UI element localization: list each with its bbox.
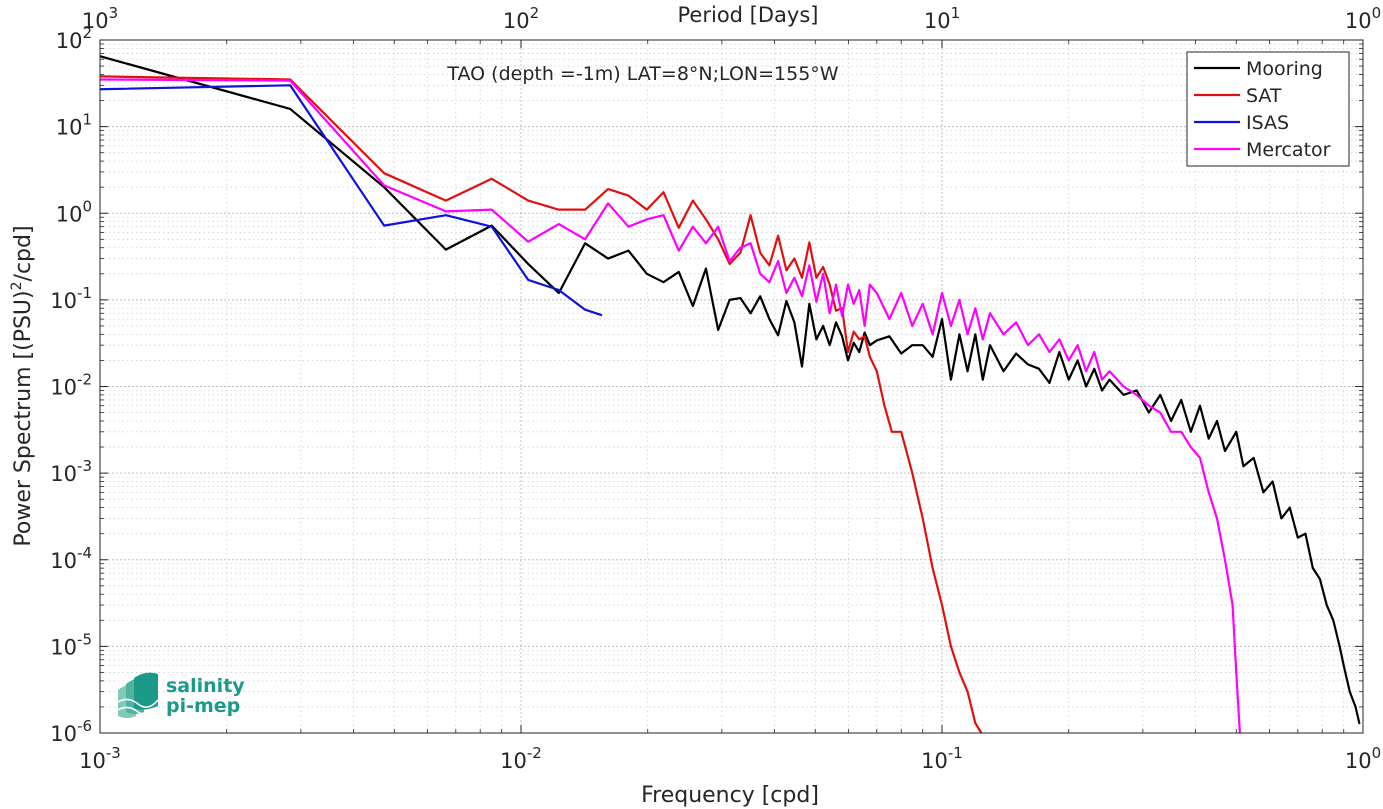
y-tick-base: 10 — [50, 549, 77, 573]
legend: Mooring SAT ISAS Mercator — [1186, 51, 1350, 167]
x-tick-exp: -3 — [106, 744, 121, 762]
axis-ticks — [99, 39, 1364, 734]
y-axis-label-main: Power Spectrum [(PSU) — [11, 290, 36, 546]
top-tick-label: 102 — [503, 4, 539, 33]
top-axis-label: Period [Days] — [678, 3, 819, 27]
y-tick-label: 100 — [56, 197, 92, 226]
y-tick-label: 10-6 — [50, 717, 92, 746]
top-tick-exp: 2 — [530, 4, 540, 22]
top-tick-label: 103 — [82, 4, 118, 33]
series-line-mooring — [100, 55, 1361, 725]
top-tick-base: 10 — [82, 9, 109, 33]
y-axis-label: Power Spectrum [(PSU)2/cpd] — [9, 225, 36, 546]
wave-logo-icon — [117, 672, 159, 718]
x-axis-label: Frequency [cpd] — [641, 783, 819, 808]
logo-text-line1: salinity — [166, 675, 245, 697]
top-tick-base: 10 — [924, 9, 951, 33]
legend-label-sat: SAT — [1246, 85, 1282, 107]
y-tick-base: 10 — [50, 462, 77, 486]
y-tick-base: 10 — [50, 376, 77, 400]
x-tick-exp: -1 — [948, 744, 963, 762]
y-axis-label-tail: /cpd] — [11, 225, 36, 281]
chart-title: TAO (depth =-1m) LAT=8°N;LON=155°W — [446, 63, 838, 85]
legend-items: Mooring SAT ISAS Mercator — [1194, 58, 1331, 161]
top-tick-exp: 0 — [1372, 4, 1382, 22]
legend-label-isas: ISAS — [1246, 112, 1289, 134]
top-tick-base: 10 — [1345, 9, 1372, 33]
y-tick-exp: -4 — [77, 544, 92, 562]
y-tick-base: 10 — [56, 202, 83, 226]
series-line-sat — [100, 75, 983, 733]
legend-label-mooring: Mooring — [1246, 58, 1323, 80]
y-tick-label: 10-1 — [50, 284, 92, 313]
y-tick-exp: -1 — [77, 284, 92, 302]
top-tick-exp: 3 — [109, 4, 119, 22]
x-tick-exp: -2 — [527, 744, 542, 762]
top-tick-exp: 1 — [951, 4, 961, 22]
y-tick-label: 10-3 — [50, 457, 92, 486]
y-tick-exp: -5 — [77, 630, 92, 648]
y-axis-label-sup: 2 — [9, 281, 25, 290]
x-tick-label: 100 — [1345, 744, 1381, 773]
series-line-mercator — [100, 78, 1241, 733]
y-tick-base: 10 — [56, 116, 83, 140]
y-tick-exp: 2 — [82, 24, 92, 42]
x-tick-base: 10 — [1345, 749, 1372, 773]
series-layer — [100, 55, 1361, 733]
logo-text-line2: pi-mep — [166, 695, 240, 717]
x-tick-exp: 0 — [1372, 744, 1382, 762]
x-tick-base: 10 — [500, 749, 527, 773]
y-tick-base: 10 — [50, 722, 77, 746]
y-tick-label: 10-4 — [50, 544, 92, 573]
series-line-isas — [100, 84, 603, 317]
y-tick-exp: -3 — [77, 457, 92, 475]
y-tick-base: 10 — [50, 635, 77, 659]
x-tick-label: 10-1 — [921, 744, 963, 773]
y-tick-label: 10-5 — [50, 630, 92, 659]
x-tick-label: 10-3 — [79, 744, 121, 773]
top-tick-label: 100 — [1345, 4, 1381, 33]
y-tick-label: 102 — [56, 24, 92, 53]
top-tick-label: 101 — [924, 4, 960, 33]
y-tick-label: 10-2 — [50, 371, 92, 400]
y-tick-exp: -6 — [77, 717, 92, 735]
y-tick-exp: 0 — [82, 197, 92, 215]
y-tick-exp: -2 — [77, 371, 92, 389]
y-tick-base: 10 — [50, 289, 77, 313]
legend-box — [1186, 51, 1350, 167]
legend-label-mercator: Mercator — [1246, 139, 1331, 161]
y-tick-label: 101 — [56, 111, 92, 140]
x-tick-base: 10 — [921, 749, 948, 773]
y-tick-exp: 1 — [82, 111, 92, 129]
y-tick-base: 10 — [56, 29, 83, 53]
salinity-pi-mep-logo: salinity pi-mep — [117, 672, 245, 718]
x-tick-label: 10-2 — [500, 744, 542, 773]
x-tick-base: 10 — [79, 749, 106, 773]
top-tick-base: 10 — [503, 9, 530, 33]
